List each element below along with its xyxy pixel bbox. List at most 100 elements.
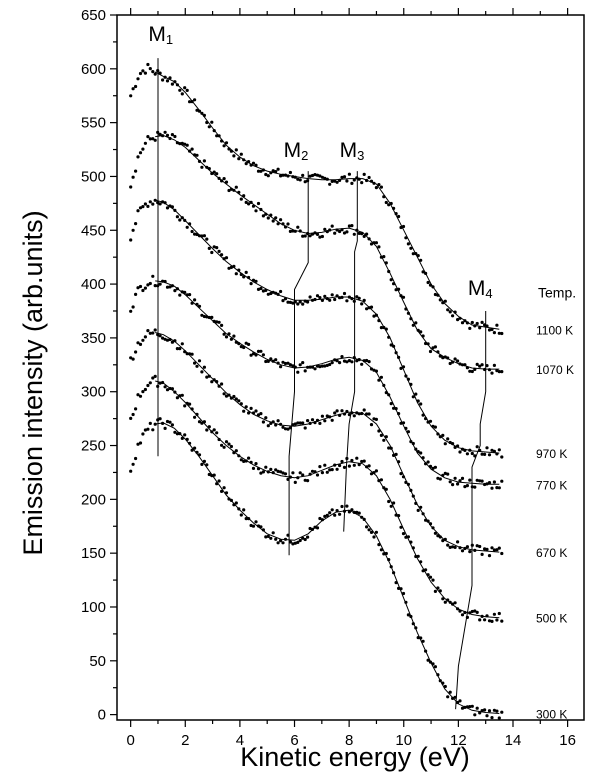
- data-point: [141, 432, 145, 436]
- data-point: [237, 157, 241, 161]
- data-point: [433, 292, 437, 297]
- data-point: [207, 167, 211, 171]
- data-point: [229, 396, 233, 400]
- data-point: [296, 476, 300, 480]
- data-point: [249, 282, 253, 286]
- data-point: [161, 78, 165, 82]
- data-point: [401, 475, 406, 479]
- data-point: [369, 242, 374, 246]
- series-500-K: [129, 374, 504, 624]
- data-point: [355, 510, 359, 514]
- data-point: [360, 232, 364, 236]
- data-point: [342, 412, 347, 416]
- data-point: [480, 479, 484, 483]
- data-point: [335, 180, 339, 184]
- data-point: [222, 144, 226, 148]
- data-point: [394, 513, 398, 517]
- data-point: [234, 185, 238, 189]
- data-point: [165, 388, 170, 392]
- data-point: [242, 345, 246, 350]
- data-point: [136, 155, 140, 159]
- data-point: [453, 695, 457, 699]
- data-point: [212, 319, 216, 323]
- data-point: [251, 161, 256, 165]
- data-point: [436, 432, 440, 436]
- data-point: [325, 470, 329, 474]
- data-point: [298, 421, 302, 425]
- data-point: [360, 302, 364, 306]
- data-point: [205, 165, 209, 169]
- data-point: [394, 407, 398, 411]
- data-point: [202, 113, 206, 117]
- data-point: [313, 421, 317, 425]
- data-point: [497, 546, 501, 550]
- data-point: [242, 275, 246, 279]
- data-point: [129, 416, 133, 420]
- data-point: [320, 364, 324, 368]
- data-point: [298, 363, 302, 367]
- data-point: [134, 169, 138, 173]
- data-point: [394, 288, 398, 292]
- data-point: [465, 321, 469, 325]
- marker-subscript: 3: [357, 148, 364, 163]
- data-point: [367, 528, 371, 532]
- data-point: [492, 449, 496, 453]
- data-point: [458, 316, 462, 320]
- data-point: [419, 560, 423, 564]
- data-point: [495, 369, 499, 373]
- data-point: [460, 363, 465, 367]
- data-point: [185, 401, 189, 405]
- data-point: [136, 209, 140, 213]
- data-point: [379, 375, 383, 379]
- data-point: [269, 171, 273, 175]
- data-point: [431, 662, 435, 666]
- data-point: [310, 469, 315, 473]
- data-point: [490, 619, 494, 624]
- data-point: [384, 261, 388, 265]
- data-point: [397, 355, 401, 359]
- data-point: [131, 412, 135, 417]
- data-point: [463, 546, 467, 551]
- data-point: [468, 478, 472, 482]
- data-point: [333, 358, 337, 362]
- data-point: [274, 423, 278, 427]
- data-point: [148, 281, 152, 286]
- data-point: [453, 357, 457, 361]
- data-point: [138, 71, 143, 76]
- data-point: [428, 522, 433, 526]
- data-point: [232, 188, 236, 192]
- data-point: [328, 511, 332, 515]
- data-point: [433, 665, 437, 669]
- data-point: [436, 586, 440, 590]
- data-point: [134, 456, 138, 461]
- data-point: [301, 421, 305, 425]
- data-point: [202, 314, 206, 319]
- data-point: [470, 320, 474, 325]
- data-point: [478, 479, 482, 483]
- data-point: [490, 448, 494, 452]
- data-point: [323, 463, 327, 467]
- data-point: [387, 203, 391, 207]
- data-point: [256, 524, 261, 528]
- data-point: [188, 100, 192, 104]
- data-point: [409, 317, 413, 321]
- data-point: [261, 420, 265, 424]
- data-point: [315, 173, 320, 177]
- data-point: [347, 359, 351, 363]
- data-point: [163, 201, 167, 205]
- data-point: [291, 423, 295, 427]
- data-point: [399, 525, 403, 529]
- data-point: [325, 177, 329, 181]
- data-point: [399, 472, 403, 476]
- data-point: [200, 165, 204, 169]
- data-point: [212, 129, 216, 133]
- data-point: [136, 442, 140, 446]
- data-point: [249, 353, 253, 357]
- data-point: [293, 480, 297, 484]
- data-point: [374, 369, 378, 373]
- data-point: [446, 543, 450, 547]
- data-point: [357, 412, 361, 416]
- data-point: [411, 252, 415, 256]
- data-point: [138, 342, 143, 346]
- data-point: [193, 298, 197, 302]
